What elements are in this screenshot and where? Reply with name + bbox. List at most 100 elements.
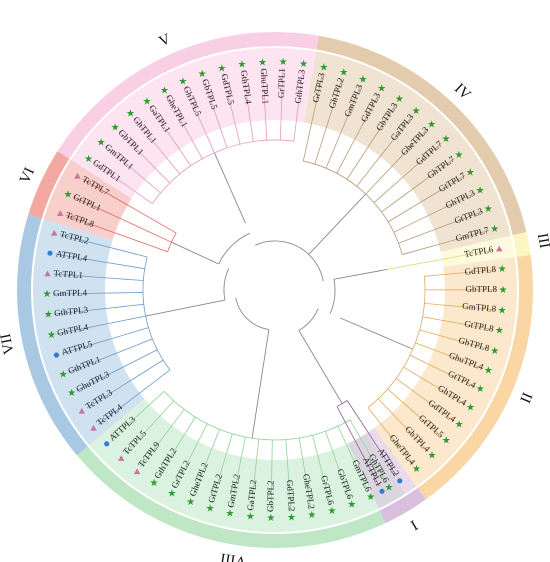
clade-ring-iii: [512, 232, 531, 257]
leaf-branch: [270, 439, 273, 512]
leaf-branch: [381, 158, 455, 213]
leaf-branch: [184, 86, 215, 153]
star-marker: ★: [279, 57, 288, 68]
star-marker: ★: [307, 510, 316, 521]
clade-stem-iii: [333, 268, 388, 280]
star-marker: ★: [238, 59, 247, 70]
leaf-label: GthTPL4: [239, 69, 254, 105]
star-marker: ★: [428, 450, 437, 461]
triangle-marker: [90, 424, 97, 431]
leaf-branch: [59, 234, 148, 258]
clade-ring-vii: [16, 214, 88, 456]
core-arc: [298, 308, 319, 331]
star-marker: ★: [64, 189, 73, 200]
triangle-marker: [44, 270, 51, 277]
clade-backgrounds: [33, 48, 518, 532]
leaf-branch: [93, 161, 153, 204]
star-marker: ★: [44, 310, 53, 321]
star-marker: ★: [455, 419, 464, 430]
star-marker: ★: [258, 57, 267, 68]
star-marker: ★: [328, 506, 337, 517]
clade-ring-ii: [417, 254, 533, 500]
star-marker: ★: [466, 402, 475, 413]
leaf-branch: [110, 390, 165, 441]
leaf-branch: [167, 95, 203, 160]
star-marker: ★: [111, 122, 120, 133]
star-marker: ★: [476, 185, 485, 196]
clade-stem-vii: [145, 299, 226, 317]
leaf-branch: [419, 329, 490, 350]
star-marker: ★: [84, 154, 93, 165]
clade-ring-vi: [28, 151, 70, 219]
star-marker: ★: [126, 109, 135, 120]
star-marker: ★: [217, 63, 226, 74]
star-marker: ★: [339, 68, 348, 79]
leaf-label: GthTPL3: [54, 304, 89, 318]
leaf-branch: [140, 409, 185, 468]
triangle-marker: [118, 455, 125, 461]
leaf-branch: [65, 215, 168, 253]
leaf-branch: [149, 106, 192, 167]
leaf-branch: [57, 315, 146, 335]
star-marker: ★: [427, 119, 436, 130]
circle-marker: [104, 441, 110, 447]
leaf-branch: [415, 342, 483, 369]
star-marker: ★: [287, 512, 296, 523]
leaf-branch: [53, 273, 144, 281]
leaf-branch: [367, 407, 414, 465]
leaf-branch: [336, 406, 380, 487]
leaf-branch: [377, 398, 429, 452]
star-marker: ★: [466, 167, 475, 178]
clade-label-iii: III: [534, 232, 550, 250]
leaf-branch: [387, 249, 494, 270]
clade-arc-viii: [163, 390, 351, 441]
leaf-label: GmTPL4: [53, 288, 88, 299]
leaf-branch: [62, 327, 149, 354]
leaf-label: GdTPL2: [285, 480, 297, 512]
leaf-label: GthTPL3: [293, 69, 307, 104]
leaf-branch: [230, 436, 246, 508]
leaf-branch: [356, 115, 413, 187]
star-marker: ★: [412, 106, 421, 117]
core-arc: [223, 268, 230, 301]
tree-branches: [53, 68, 498, 512]
leaf-branch: [285, 439, 292, 512]
leaf-branch: [346, 400, 397, 477]
star-marker: ★: [319, 62, 328, 73]
star-marker: ★: [484, 204, 493, 215]
core-arc: [329, 279, 336, 314]
clade-background-ii: [374, 257, 518, 487]
clade-label-iv: IV: [451, 81, 474, 104]
clade-background-i: [347, 427, 417, 509]
star-marker: ★: [385, 482, 394, 493]
leaf-branch: [133, 118, 181, 175]
leaf-label: TcTPL1: [53, 268, 83, 280]
core-arc: [218, 232, 251, 265]
leaf-branch: [387, 388, 443, 437]
star-marker: ★: [206, 504, 215, 515]
clade-stem-vi: [171, 241, 219, 265]
triangle-marker: [78, 407, 86, 414]
star-marker: ★: [142, 96, 151, 107]
star-marker: ★: [347, 500, 356, 511]
star-marker: ★: [150, 478, 159, 489]
leaf-branch: [422, 316, 494, 331]
leaf-branch: [373, 142, 442, 203]
circle-marker: [47, 250, 53, 256]
leaf-branch: [403, 366, 466, 405]
leaf-branch: [424, 302, 497, 311]
star-marker: ★: [366, 492, 375, 503]
star-marker: ★: [47, 330, 56, 341]
star-marker: ★: [442, 436, 451, 447]
star-marker: ★: [498, 305, 507, 316]
clade-background-vi: [43, 159, 132, 241]
star-marker: ★: [266, 513, 275, 524]
clade-label-vii: VII: [0, 332, 18, 356]
star-marker: ★: [97, 137, 106, 148]
circle-marker: [53, 352, 60, 358]
clade-ring-viii: [76, 446, 414, 548]
clade-ring: [16, 32, 533, 548]
clade-label-ii: II: [516, 390, 535, 405]
core-arc: [235, 297, 269, 330]
leaf-branch: [55, 253, 145, 270]
